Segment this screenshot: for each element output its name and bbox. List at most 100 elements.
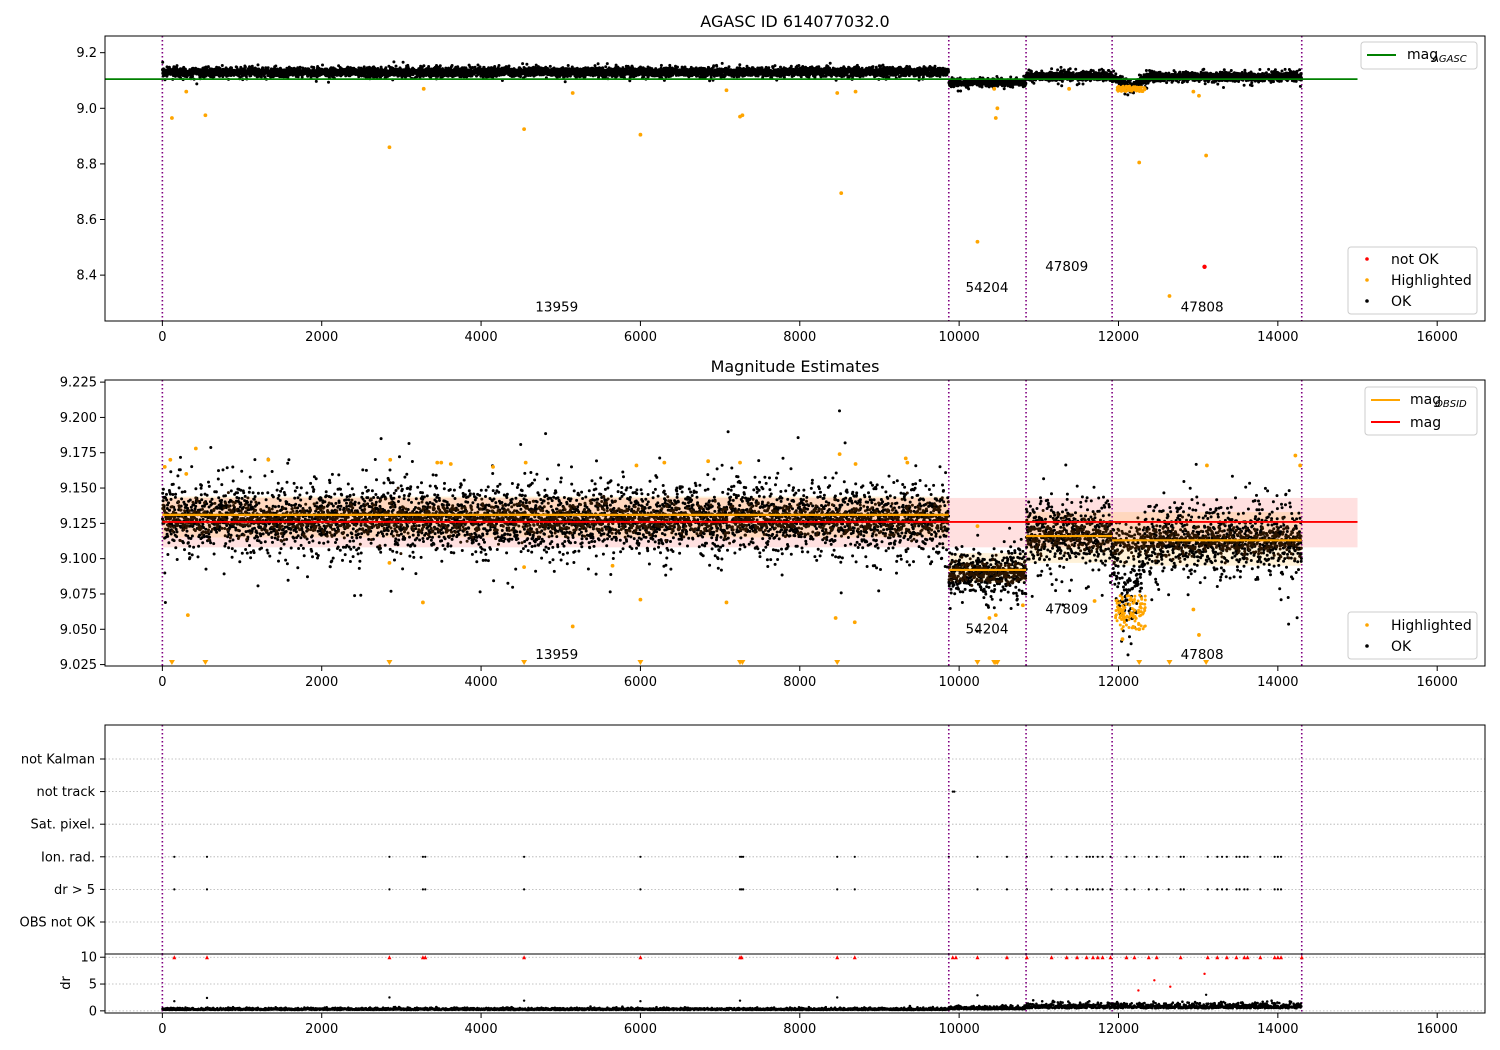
obsid-label: 47809 <box>1045 259 1088 275</box>
flag-point <box>522 855 526 858</box>
flag-point <box>1005 855 1009 858</box>
flag-point <box>1243 888 1246 891</box>
dr-outlier-point <box>1203 972 1206 976</box>
highlighted-point <box>853 462 858 466</box>
y-tick-label: 0 <box>89 1004 97 1019</box>
flag-row-label: Ion. rad. <box>41 850 95 865</box>
highlighted-point <box>184 89 189 94</box>
dr-axes: 0 2000 4000 6000 8000 10000 12000 14000 16000 0 5 1… <box>80 951 1457 1037</box>
below-range-marker <box>386 660 393 665</box>
highlighted-point <box>162 464 167 469</box>
x-tick-label: 16000 <box>1417 675 1458 690</box>
flag-point <box>1225 855 1228 858</box>
dr-outlier-point <box>1153 979 1156 982</box>
highlighted-point <box>185 613 190 618</box>
flag-point <box>740 855 743 858</box>
flag-point <box>1273 888 1276 891</box>
flag-point <box>1243 855 1246 858</box>
below-range-marker <box>1166 660 1173 665</box>
highlighted-point <box>1204 153 1209 158</box>
highlighted-point <box>1137 627 1142 632</box>
flag-point <box>953 790 956 793</box>
highlighted-point <box>448 462 453 466</box>
x-tick-label: 4000 <box>465 675 498 690</box>
flag-point <box>1167 855 1170 858</box>
x-tick-label: 0 <box>158 1022 166 1037</box>
obsid-label: 47808 <box>1181 299 1224 315</box>
dr-points <box>161 999 1303 1012</box>
dr-outlier-point <box>1169 985 1172 988</box>
below-range-marker <box>637 660 644 665</box>
legend-mag-obsid-label: mag <box>1410 392 1441 408</box>
below-range-marker <box>521 660 528 665</box>
flag-point <box>1182 888 1185 891</box>
highlighted-point <box>839 191 844 195</box>
y-tick-label: 9.025 <box>60 658 97 673</box>
legend-not-ok-label: not OK <box>1391 252 1439 268</box>
highlighted-point <box>387 560 392 565</box>
x-tick-label: 2000 <box>305 1022 338 1037</box>
x-tick-label: 8000 <box>783 1022 816 1037</box>
dr-clipped-marker <box>1049 955 1054 960</box>
dr-clipped-marker <box>1245 955 1250 960</box>
dr-clipped-marker <box>1095 955 1100 960</box>
flag-point <box>1075 888 1079 891</box>
highlighted-point <box>168 457 173 462</box>
flag-point <box>1179 888 1182 891</box>
highlighted-point <box>853 89 858 94</box>
flag-point <box>173 888 176 891</box>
highlighted-point <box>570 91 575 95</box>
highlighted-point <box>1020 603 1025 608</box>
flag-point <box>1246 888 1249 891</box>
x-tick-label: 6000 <box>624 675 657 690</box>
legend-highlighted-label-2: Highlighted <box>1391 618 1472 634</box>
magnitude-point-legend-box <box>1347 611 1478 660</box>
flag-point <box>205 855 209 858</box>
highlighted-point <box>1067 86 1071 91</box>
highlighted-point <box>706 459 711 464</box>
dr-outlier-point <box>836 996 839 999</box>
flags-axes: not Kalman not track Sat. pixel. Ion. rad. d… <box>20 753 105 931</box>
agasc-panel: AGASC ID 614077032.0 13959 54204 47809 4780… <box>76 12 1486 345</box>
flag-point <box>1220 855 1224 858</box>
dr-outlier-point <box>639 1000 642 1003</box>
flag-point <box>1091 888 1095 891</box>
legend-ok-label: OK <box>1391 294 1412 310</box>
highlighted-point <box>266 457 271 462</box>
legend-highlighted-marker <box>1365 278 1369 282</box>
flag-point <box>1216 855 1219 858</box>
highlighted-point <box>662 460 667 465</box>
highlighted-point <box>1197 93 1201 98</box>
dr-clipped-marker <box>835 955 840 960</box>
highlighted-point <box>435 460 440 465</box>
highlighted-point <box>570 624 575 629</box>
dr-outlier-point <box>173 1000 176 1003</box>
x-tick-label: 8000 <box>783 675 816 690</box>
dr-clipped-marker <box>1279 955 1284 960</box>
highlighted-point <box>995 106 1000 111</box>
flag-point <box>1276 888 1279 891</box>
magnitude-estimates-panel: Magnitude Estimates 13959 54204 47809 47808… <box>60 357 1486 690</box>
highlighted-point <box>1205 463 1209 468</box>
flag-point <box>1155 888 1158 891</box>
dr-clipped-marker <box>1242 955 1247 960</box>
x-tick-label: 16000 <box>1417 1022 1458 1037</box>
below-range-marker <box>168 660 175 665</box>
highlighted-point <box>975 239 980 244</box>
flag-point <box>742 855 745 858</box>
flags-panel: not Kalman not track Sat. pixel. Ion. rad. d… <box>20 724 1486 955</box>
flag-row-label: Sat. pixel. <box>31 818 95 833</box>
flag-point <box>976 855 979 858</box>
below-range-marker <box>1203 660 1210 665</box>
dr-clipped-marker <box>953 955 958 960</box>
dr-clipped-marker <box>1205 955 1210 960</box>
flag-point <box>1206 855 1209 858</box>
flag-point <box>1096 888 1099 891</box>
dr-clipped-marker <box>172 955 177 960</box>
x-tick-label: 2000 <box>305 330 338 345</box>
x-tick-label: 14000 <box>1257 675 1298 690</box>
below-range-marker <box>1136 660 1143 665</box>
y-tick-label: 9.225 <box>60 376 97 391</box>
highlighted-point <box>724 600 729 605</box>
y-tick-label: 9.0 <box>76 102 97 117</box>
